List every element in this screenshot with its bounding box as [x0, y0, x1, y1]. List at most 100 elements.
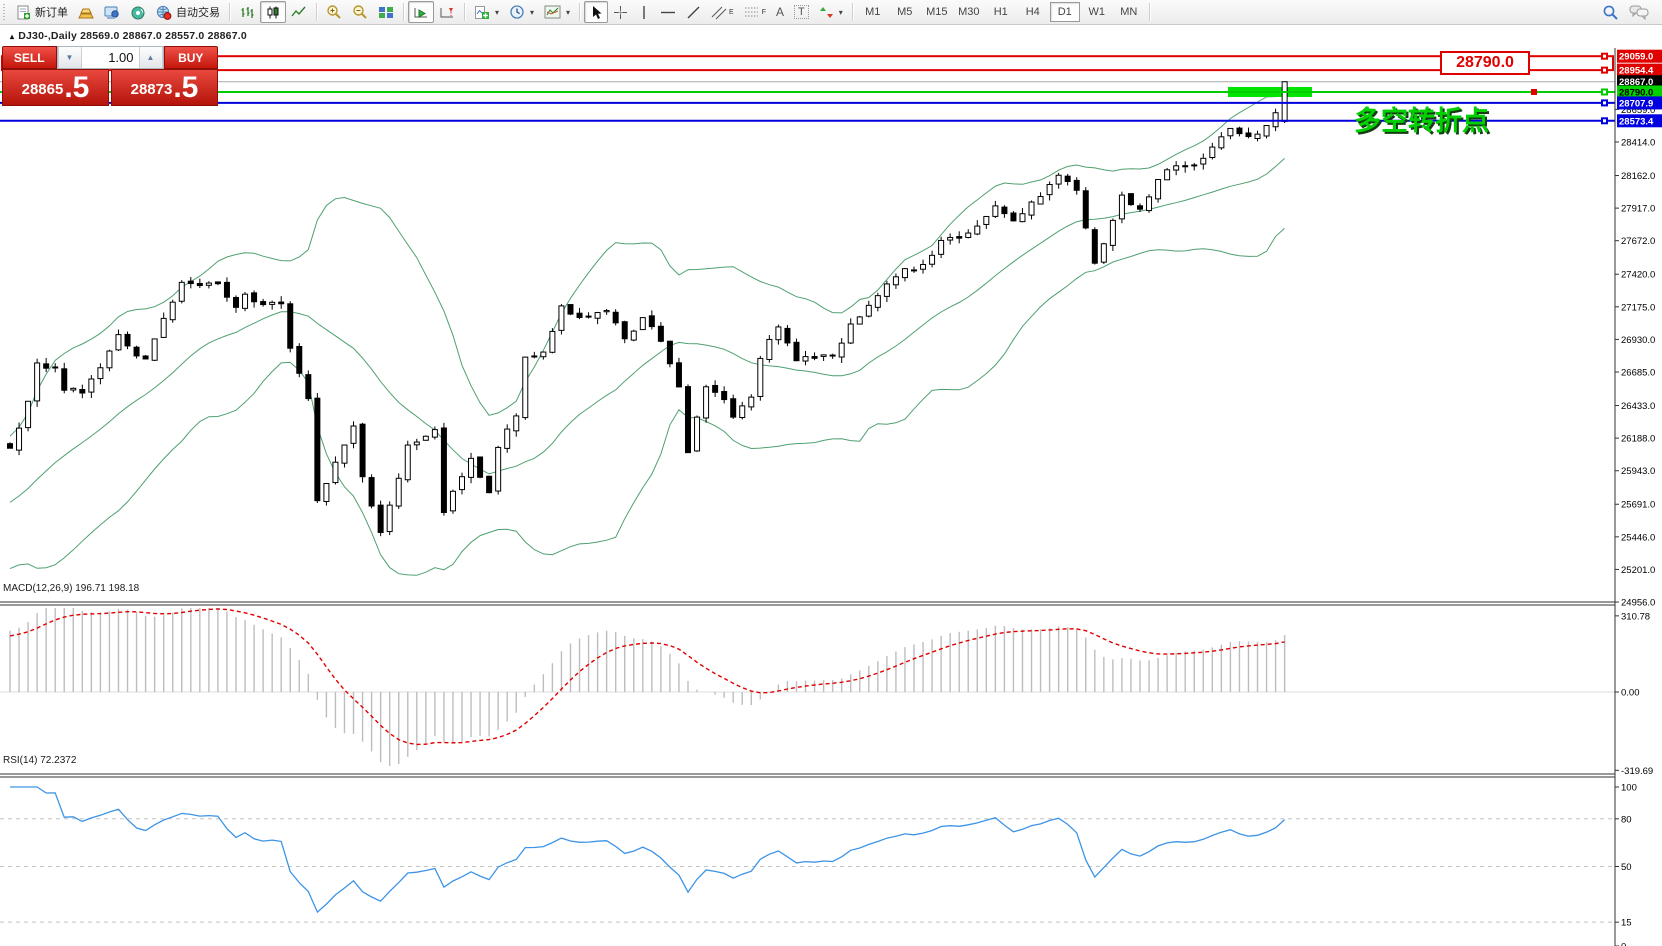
timeframe-d1[interactable]: D1 [1049, 2, 1080, 22]
text-label-icon: T [794, 5, 809, 19]
separator [229, 3, 230, 21]
svg-text:50: 50 [1621, 862, 1632, 873]
buy-price-int: 28873 [130, 81, 173, 98]
indicators-icon [475, 5, 489, 19]
chart-shift-button[interactable] [434, 1, 460, 23]
crosshair-icon [614, 5, 628, 19]
chart-area[interactable]: 28659.0 28414.0 28162.0 27917.0 27672.0 27420… [0, 24, 1662, 946]
svg-text:28707.9: 28707.9 [1619, 98, 1653, 109]
buy-price[interactable]: 28873.5 [111, 69, 218, 106]
zoom-in-icon [327, 5, 341, 19]
timeframe-h4[interactable]: H4 [1025, 6, 1040, 18]
collapse-arrow-icon[interactable]: ▴ [10, 32, 15, 41]
vertical-line-tool-button[interactable] [633, 1, 655, 23]
svg-text:15: 15 [1621, 918, 1632, 929]
sell-price-dec: .5 [64, 71, 90, 104]
svg-text:0.00: 0.00 [1621, 688, 1640, 699]
timeframe-h1[interactable]: H1 [993, 6, 1008, 18]
text-tool-icon: A [776, 5, 785, 19]
zoom-out-button[interactable] [347, 1, 373, 23]
cursor-tool-button[interactable] [584, 1, 609, 23]
separator [851, 3, 853, 21]
metaeditor-button[interactable] [99, 1, 125, 23]
horizontal-line-icon [661, 11, 676, 13]
search-icon [1603, 5, 1618, 20]
svg-text:26930.0: 26930.0 [1621, 335, 1655, 346]
svg-text:28659.0: 28659.0 [1621, 105, 1655, 116]
line-chart-icon [291, 6, 306, 16]
trendline-tool-button[interactable] [681, 1, 706, 23]
volume-up-button[interactable]: ▲ [138, 47, 163, 68]
svg-text:25446.0: 25446.0 [1621, 532, 1655, 543]
svg-text:28573.4: 28573.4 [1619, 116, 1654, 127]
zoom-in-button[interactable] [321, 1, 347, 23]
svg-text:100: 100 [1621, 783, 1637, 794]
auto-trading-button[interactable]: 自动交易 [151, 1, 225, 23]
tile-windows-button[interactable] [373, 1, 399, 23]
arrows-tool-button[interactable]: ▾ [814, 1, 848, 23]
navigator-button[interactable] [125, 1, 151, 23]
timeframe-m15[interactable]: M15 [926, 6, 948, 18]
market-watch-button[interactable] [73, 1, 99, 23]
svg-text:-319.69: -319.69 [1621, 766, 1653, 777]
indicators-button[interactable]: ▾ [469, 1, 504, 23]
dropdown-arrow-icon: ▾ [530, 7, 535, 17]
trendline-icon [687, 6, 700, 18]
channel-tool-button[interactable]: E [706, 1, 739, 23]
zoom-out-icon [353, 5, 367, 19]
timeframe-m5[interactable]: M5 [897, 6, 913, 18]
text-label-tool-button[interactable]: T [789, 1, 814, 23]
volume-input[interactable] [81, 47, 139, 68]
horizontal-line-tool-button[interactable] [655, 1, 681, 23]
auto-scroll-button[interactable] [408, 1, 434, 23]
templates-button[interactable]: ▾ [539, 1, 575, 23]
svg-text:0: 0 [1621, 942, 1626, 946]
chart-shift-icon [440, 7, 453, 17]
search-button[interactable] [1597, 1, 1624, 23]
tile-windows-icon [379, 6, 393, 18]
arrows-icon [819, 6, 833, 18]
line-chart-button[interactable] [286, 1, 312, 23]
periods-button[interactable]: ▾ [504, 1, 539, 23]
rsi-indicator-label: RSI(14) 72.2372 [3, 755, 77, 766]
toolbar: 新订单 自动交易 ▾ ▾ ▾ E F A T ▾ M [0, 0, 1662, 25]
candlestick-chart-button[interactable] [260, 1, 286, 23]
macd-indicator-label: MACD(12,26,9) 196.71 198.18 [3, 583, 140, 594]
svg-text:27420.0: 27420.0 [1621, 270, 1655, 281]
vertical-line-icon [643, 5, 645, 19]
dropdown-arrow-icon: ▾ [838, 7, 843, 17]
svg-text:27917.0: 27917.0 [1621, 204, 1655, 215]
price-tag-label[interactable]: 28790.0 [1440, 51, 1530, 75]
separator [579, 3, 581, 21]
buy-button[interactable]: BUY [163, 46, 218, 69]
auto-trading-icon [156, 5, 172, 20]
one-click-trading-panel: SELL ▼ ▲ BUY 28865.5 28873.5 [2, 46, 218, 106]
chat-button[interactable] [1624, 1, 1654, 23]
svg-text:25943.0: 25943.0 [1621, 466, 1655, 477]
crosshair-tool-button[interactable] [608, 1, 633, 23]
new-order-button[interactable]: 新订单 [11, 1, 73, 23]
svg-text:28954.4: 28954.4 [1619, 66, 1654, 77]
chart-canvas: 28659.0 28414.0 28162.0 27917.0 27672.0 27420… [0, 48, 1662, 946]
volume-down-button[interactable]: ▼ [57, 47, 82, 68]
candlestick-icon [267, 6, 279, 18]
new-order-icon [17, 5, 30, 19]
sell-button[interactable]: SELL [2, 46, 57, 69]
fibonacci-tool-button[interactable]: F [739, 1, 771, 23]
bar-chart-button[interactable] [234, 1, 260, 23]
timeframe-w1[interactable]: W1 [1088, 6, 1106, 18]
timeframe-m30[interactable]: M30 [958, 6, 980, 18]
separator [464, 3, 465, 21]
text-tool-button[interactable]: A [771, 1, 789, 23]
chart-title-text: DJ30-,Daily 28569.0 28867.0 28557.0 2886… [18, 30, 247, 42]
svg-text:28790.0: 28790.0 [1619, 87, 1653, 98]
sell-price[interactable]: 28865.5 [2, 69, 109, 106]
timeframe-m1[interactable]: M1 [865, 6, 881, 18]
timeframe-mn[interactable]: MN [1120, 6, 1138, 18]
svg-text:26685.0: 26685.0 [1621, 368, 1655, 379]
toolbar-grip[interactable] [3, 4, 8, 20]
chinese-annotation[interactable]: 多空转折点 [1354, 106, 1489, 136]
bar-chart-icon [241, 6, 254, 18]
svg-text:28162.0: 28162.0 [1621, 171, 1655, 182]
